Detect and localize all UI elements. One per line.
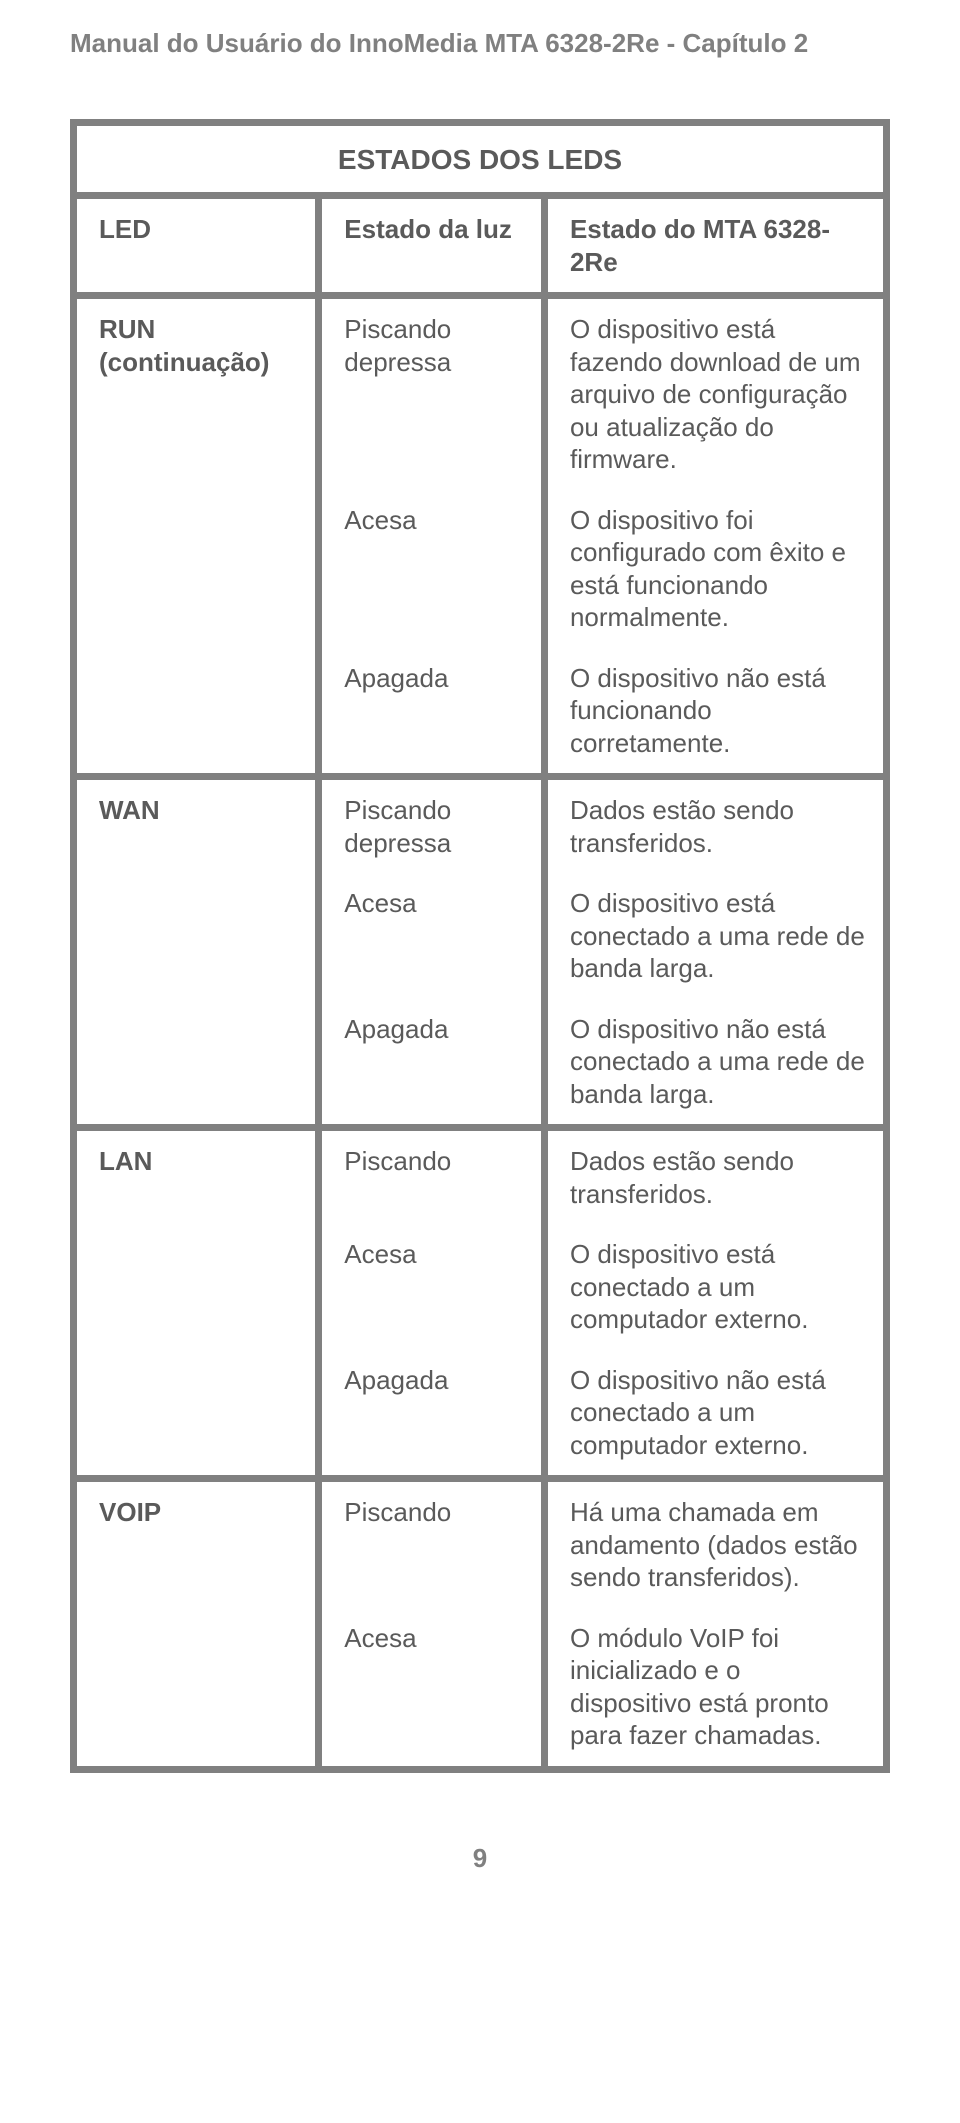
cell-desc: O dispositivo não está funcionando corre… bbox=[544, 648, 883, 777]
table-header-row: LED Estado da luz Estado do MTA 6328-2Re bbox=[77, 199, 883, 296]
cell-led: VOIP bbox=[77, 1479, 319, 1608]
table-row: WANPiscando depressaDados estão sendo tr… bbox=[77, 777, 883, 874]
cell-desc: O dispositivo foi configurado com êxito … bbox=[544, 490, 883, 648]
cell-state: Acesa bbox=[319, 490, 545, 648]
cell-led: RUN (continuação) bbox=[77, 296, 319, 490]
cell-state: Apagada bbox=[319, 648, 545, 777]
cell-state: Apagada bbox=[319, 1350, 545, 1479]
cell-led bbox=[77, 648, 319, 777]
cell-led bbox=[77, 1608, 319, 1766]
header-led: LED bbox=[77, 199, 319, 296]
table-row: RUN (continuação)Piscando depressaO disp… bbox=[77, 296, 883, 490]
table-row: ApagadaO dispositivo não está conectado … bbox=[77, 1350, 883, 1479]
cell-desc: O dispositivo está conectado a uma rede … bbox=[544, 873, 883, 999]
cell-desc: Há uma chamada em andamento (dados estão… bbox=[544, 1479, 883, 1608]
cell-desc: O dispositivo não está conectado a um co… bbox=[544, 1350, 883, 1479]
cell-desc: O dispositivo não está conectado a uma r… bbox=[544, 999, 883, 1128]
cell-state: Piscando bbox=[319, 1128, 545, 1225]
cell-led: WAN bbox=[77, 777, 319, 874]
table-row: LANPiscandoDados estão sendo transferido… bbox=[77, 1128, 883, 1225]
led-states-table: ESTADOS DOS LEDS LED Estado da luz Estad… bbox=[70, 119, 890, 1773]
table-row: ApagadaO dispositivo não está funcionand… bbox=[77, 648, 883, 777]
table-row: VOIPPiscandoHá uma chamada em andamento … bbox=[77, 1479, 883, 1608]
cell-state: Acesa bbox=[319, 1224, 545, 1350]
cell-led bbox=[77, 490, 319, 648]
table-row: AcesaO dispositivo foi configurado com ê… bbox=[77, 490, 883, 648]
cell-desc: O dispositivo está conectado a um comput… bbox=[544, 1224, 883, 1350]
cell-state: Acesa bbox=[319, 873, 545, 999]
cell-led bbox=[77, 873, 319, 999]
cell-state: Piscando depressa bbox=[319, 296, 545, 490]
table-row: AcesaO dispositivo está conectado a um c… bbox=[77, 1224, 883, 1350]
header-state: Estado da luz bbox=[319, 199, 545, 296]
cell-led: LAN bbox=[77, 1128, 319, 1225]
cell-desc: O dispositivo está fazendo download de u… bbox=[544, 296, 883, 490]
cell-led bbox=[77, 999, 319, 1128]
table-body: LED Estado da luz Estado do MTA 6328-2Re… bbox=[77, 199, 883, 1766]
cell-state: Acesa bbox=[319, 1608, 545, 1766]
page-number: 9 bbox=[70, 1843, 890, 1874]
cell-led bbox=[77, 1224, 319, 1350]
table-title: ESTADOS DOS LEDS bbox=[77, 126, 883, 199]
table-row: AcesaO módulo VoIP foi inicializado e o … bbox=[77, 1608, 883, 1766]
cell-desc: O módulo VoIP foi inicializado e o dispo… bbox=[544, 1608, 883, 1766]
cell-desc: Dados estão sendo transferidos. bbox=[544, 777, 883, 874]
cell-state: Apagada bbox=[319, 999, 545, 1128]
header-desc: Estado do MTA 6328-2Re bbox=[544, 199, 883, 296]
cell-desc: Dados estão sendo transferidos. bbox=[544, 1128, 883, 1225]
page-header: Manual do Usuário do InnoMedia MTA 6328-… bbox=[70, 28, 890, 59]
table-row: ApagadaO dispositivo não está conectado … bbox=[77, 999, 883, 1128]
cell-state: Piscando bbox=[319, 1479, 545, 1608]
cell-led bbox=[77, 1350, 319, 1479]
table-row: AcesaO dispositivo está conectado a uma … bbox=[77, 873, 883, 999]
cell-state: Piscando depressa bbox=[319, 777, 545, 874]
